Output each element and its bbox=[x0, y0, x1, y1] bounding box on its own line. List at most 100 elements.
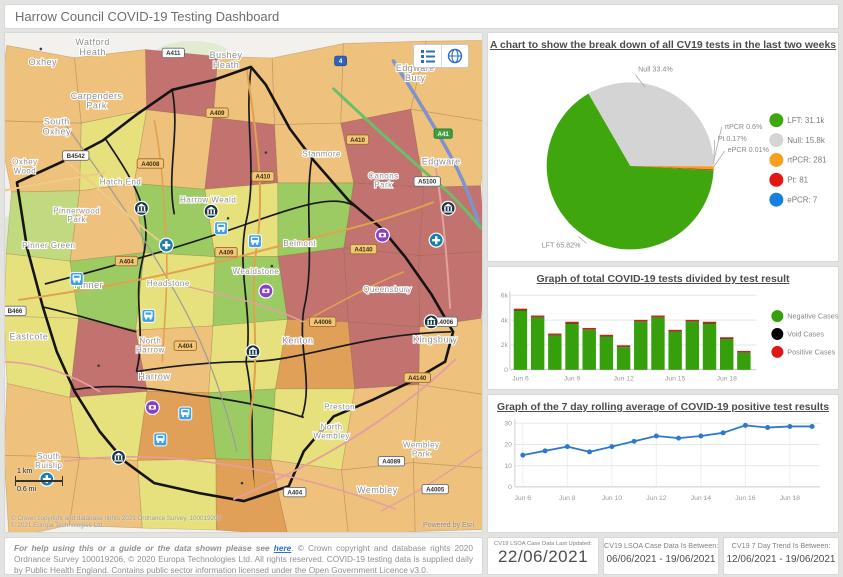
pie-chart: Null 33.4%rtPCR 0.6%Pt 0.17%ePCR 0.01%LF… bbox=[488, 51, 838, 251]
page-title: Harrow Council COVID-19 Testing Dashboar… bbox=[5, 5, 838, 24]
bar-negative bbox=[668, 332, 681, 370]
data-point bbox=[676, 436, 681, 441]
legend-label: Void Cases bbox=[787, 329, 824, 338]
bar-negative bbox=[720, 339, 733, 370]
road-shield: A4140 bbox=[404, 373, 430, 382]
bus-icon[interactable] bbox=[248, 235, 261, 248]
info-box-label: CV19 7 Day Trend Is Between: bbox=[724, 541, 838, 550]
map-place-label: Harrow bbox=[138, 372, 170, 382]
svg-text:A404: A404 bbox=[287, 489, 302, 496]
legend-icon bbox=[420, 49, 436, 63]
bar-negative bbox=[703, 324, 716, 370]
map-place-label: Queensbury bbox=[363, 285, 411, 294]
info-box-last-updated: CV19 LSOA Case Data Last Updated: 22/06/… bbox=[487, 537, 599, 575]
bar-negative bbox=[617, 347, 630, 370]
map-place-label: Harrow Weald bbox=[180, 195, 236, 204]
svg-text:10: 10 bbox=[504, 463, 512, 470]
map-place-label: Kenton bbox=[282, 336, 313, 346]
info-box-value: 12/06/2021 - 19/06/2021 bbox=[724, 554, 838, 565]
road-shield: A4008 bbox=[137, 159, 163, 168]
help-link[interactable]: here bbox=[274, 543, 292, 553]
data-point bbox=[810, 424, 815, 429]
svg-text:2k: 2k bbox=[501, 342, 509, 349]
svg-text:A4089: A4089 bbox=[382, 459, 401, 466]
site-icon[interactable] bbox=[246, 345, 260, 359]
vaccine-icon[interactable] bbox=[159, 238, 173, 252]
data-point bbox=[632, 439, 637, 444]
svg-text:Jun 9: Jun 9 bbox=[564, 376, 581, 383]
basemap-button[interactable] bbox=[441, 45, 468, 67]
road-shield: A404 bbox=[115, 256, 137, 265]
svg-text:A4005: A4005 bbox=[426, 486, 445, 493]
svg-text:0: 0 bbox=[508, 484, 512, 491]
svg-text:Jun 12: Jun 12 bbox=[646, 495, 667, 502]
legend-swatch bbox=[769, 173, 783, 187]
site-icon[interactable] bbox=[424, 315, 438, 329]
road-shield: A411 bbox=[162, 48, 184, 57]
svg-text:Jun 6: Jun 6 bbox=[515, 495, 532, 502]
site-icon[interactable] bbox=[441, 201, 455, 215]
bar-negative bbox=[651, 317, 664, 370]
map-place-label: Oxhey bbox=[29, 57, 57, 67]
bar-positive bbox=[720, 337, 733, 338]
road-shield: B4542 bbox=[63, 151, 89, 160]
bar-negative bbox=[514, 310, 527, 369]
data-point bbox=[543, 448, 548, 453]
svg-text:A410: A410 bbox=[256, 174, 271, 181]
data-point bbox=[587, 449, 592, 454]
bar-positive bbox=[548, 334, 561, 335]
map-place-label: Wealdstone bbox=[233, 267, 280, 276]
svg-text:Jun 16: Jun 16 bbox=[735, 495, 756, 502]
bar-negative bbox=[531, 317, 544, 370]
site-icon[interactable] bbox=[134, 201, 148, 215]
bus-icon[interactable] bbox=[154, 433, 167, 446]
road-shield: A404 bbox=[174, 341, 196, 350]
info-box-trend-range: CV19 7 Day Trend Is Between: 12/06/2021 … bbox=[723, 537, 839, 575]
svg-text:A404: A404 bbox=[119, 258, 134, 265]
road-shield: A4089 bbox=[378, 457, 404, 466]
svg-text:0: 0 bbox=[504, 367, 508, 374]
site-icon[interactable] bbox=[112, 450, 126, 464]
bar-chart-title: Graph of total COVID-19 tests divided by… bbox=[488, 274, 838, 285]
bus-icon[interactable] bbox=[179, 407, 192, 420]
dashboard-page: { "page": { "title": "Harrow Council COV… bbox=[0, 0, 843, 565]
scale-km-label: 1 km bbox=[15, 468, 65, 476]
bus-icon[interactable] bbox=[215, 222, 228, 235]
site-icon[interactable] bbox=[204, 204, 218, 218]
map-place-label: Hatch End bbox=[100, 177, 142, 186]
svg-text:Jun 18: Jun 18 bbox=[780, 495, 801, 502]
map-place-label: Stanmore bbox=[302, 150, 341, 159]
data-point bbox=[743, 423, 748, 428]
data-point bbox=[721, 430, 726, 435]
road-shield: A410 bbox=[252, 172, 274, 181]
bar-positive bbox=[565, 322, 578, 323]
road-shield: A4140 bbox=[350, 244, 376, 253]
bar-negative bbox=[582, 330, 595, 370]
svg-text:A4006: A4006 bbox=[314, 319, 333, 326]
mobile-icon[interactable] bbox=[259, 284, 273, 298]
app-header: Harrow Council COVID-19 Testing Dashboar… bbox=[4, 4, 839, 29]
svg-text:A411: A411 bbox=[166, 50, 181, 57]
bus-icon[interactable] bbox=[142, 309, 155, 322]
vaccine-icon[interactable] bbox=[429, 233, 443, 247]
mobile-icon[interactable] bbox=[375, 228, 389, 242]
road-shield: A4005 bbox=[422, 484, 448, 493]
mobile-icon[interactable] bbox=[145, 401, 159, 415]
svg-text:Jun 6: Jun 6 bbox=[512, 376, 529, 383]
legend-swatch bbox=[771, 346, 783, 358]
bar-positive bbox=[651, 316, 664, 317]
legend-button[interactable] bbox=[414, 45, 441, 67]
map-place-label: Headstone bbox=[147, 279, 190, 288]
bus-icon[interactable] bbox=[70, 273, 83, 286]
map-controls bbox=[413, 44, 469, 68]
map-attribution: © Crown copyright and database rights 20… bbox=[11, 515, 223, 530]
line-chart-panel: Graph of the 7 day rolling average of CO… bbox=[487, 394, 839, 533]
data-point bbox=[609, 444, 614, 449]
bar-negative bbox=[686, 322, 699, 370]
svg-text:Jun 8: Jun 8 bbox=[559, 495, 576, 502]
